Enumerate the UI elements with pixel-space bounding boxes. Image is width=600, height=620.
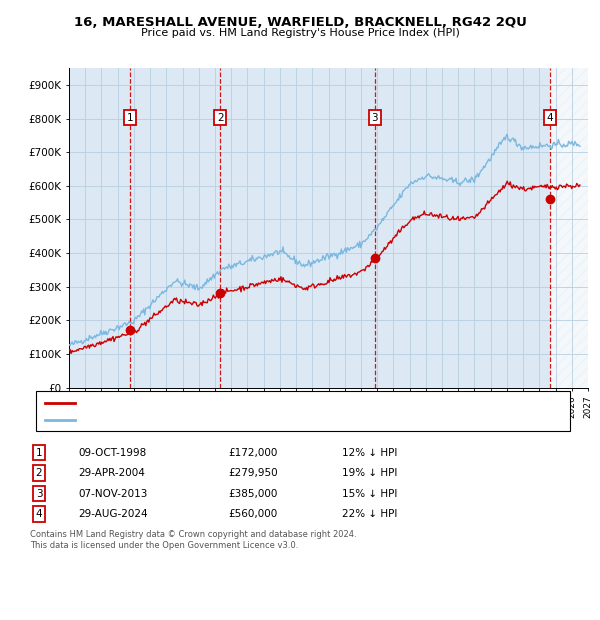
Text: £560,000: £560,000	[228, 509, 277, 519]
Text: 07-NOV-2013: 07-NOV-2013	[78, 489, 148, 498]
Text: £385,000: £385,000	[228, 489, 277, 498]
Text: 29-APR-2004: 29-APR-2004	[78, 468, 145, 478]
Text: 1: 1	[127, 113, 133, 123]
Bar	[550, 68, 588, 388]
Text: 2: 2	[217, 113, 224, 123]
Text: 1: 1	[35, 448, 43, 458]
Text: 29-AUG-2024: 29-AUG-2024	[78, 509, 148, 519]
Text: Price paid vs. HM Land Registry's House Price Index (HPI): Price paid vs. HM Land Registry's House …	[140, 28, 460, 38]
Text: 12% ↓ HPI: 12% ↓ HPI	[342, 448, 397, 458]
Bar	[550, 68, 588, 388]
Text: 16, MARESHALL AVENUE, WARFIELD, BRACKNELL, RG42 2QU (detached house): 16, MARESHALL AVENUE, WARFIELD, BRACKNEL…	[81, 399, 436, 408]
Text: HPI: Average price, detached house, Bracknell Forest: HPI: Average price, detached house, Brac…	[81, 415, 321, 424]
Text: £172,000: £172,000	[228, 448, 277, 458]
Text: 15% ↓ HPI: 15% ↓ HPI	[342, 489, 397, 498]
Text: 19% ↓ HPI: 19% ↓ HPI	[342, 468, 397, 478]
Text: 09-OCT-1998: 09-OCT-1998	[78, 448, 146, 458]
Text: 3: 3	[371, 113, 378, 123]
Text: £279,950: £279,950	[228, 468, 278, 478]
Text: 3: 3	[35, 489, 43, 498]
Text: 16, MARESHALL AVENUE, WARFIELD, BRACKNELL, RG42 2QU: 16, MARESHALL AVENUE, WARFIELD, BRACKNEL…	[74, 16, 526, 29]
Text: 22% ↓ HPI: 22% ↓ HPI	[342, 509, 397, 519]
Text: 4: 4	[35, 509, 43, 519]
Text: 4: 4	[547, 113, 553, 123]
Text: Contains HM Land Registry data © Crown copyright and database right 2024.
This d: Contains HM Land Registry data © Crown c…	[30, 530, 356, 549]
Text: 2: 2	[35, 468, 43, 478]
